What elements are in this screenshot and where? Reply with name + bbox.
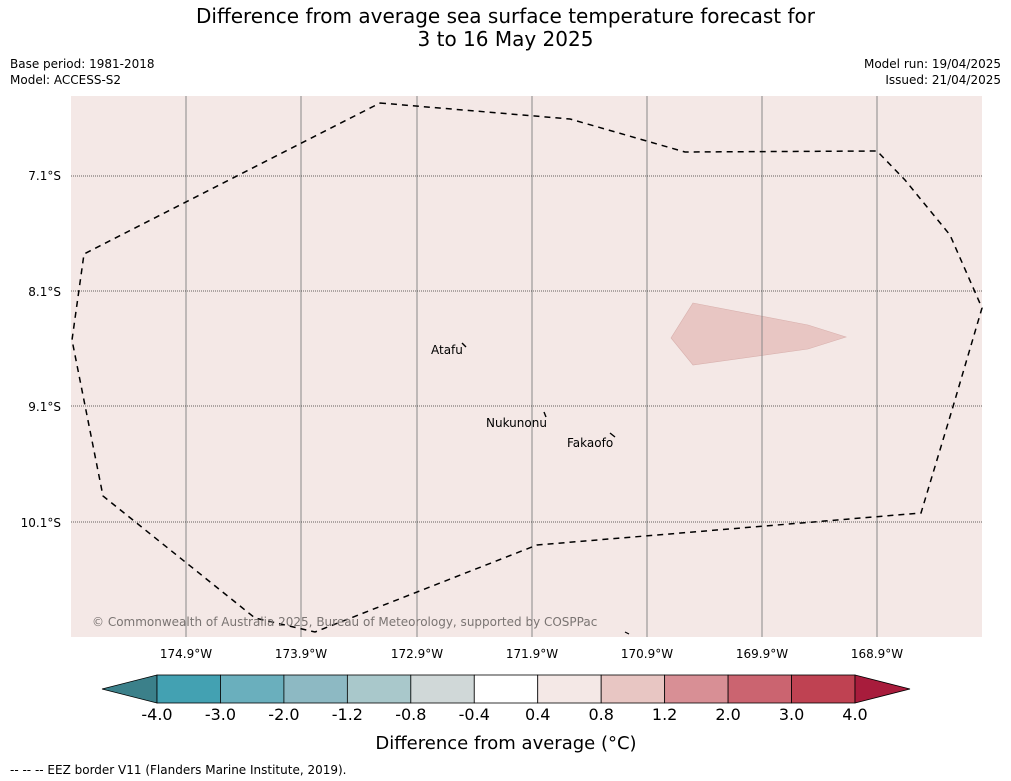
model-run: Model run: 19/04/2025	[863, 57, 1001, 71]
lon-label: 168.9°W	[851, 647, 903, 661]
lon-label: 171.9°W	[506, 647, 558, 661]
colorbar-tick-label: 2.0	[715, 705, 740, 724]
island-fakaofo	[609, 432, 616, 438]
meta-right: Model run: 19/04/2025 Issued: 21/04/2025	[864, 56, 1001, 88]
colorbar-tick-label: 0.8	[588, 705, 613, 724]
lat-label: 8.1°S	[28, 285, 61, 299]
title-line-2: 3 to 16 May 2025	[417, 27, 594, 51]
colorbar-tick-label: -0.8	[395, 705, 426, 724]
map-area	[71, 96, 982, 637]
title-line-1: Difference from average sea surface temp…	[195, 4, 815, 28]
colorbar-tick-label: -3.0	[205, 705, 236, 724]
anomaly-patch	[670, 302, 847, 366]
colorbar-segment	[410, 674, 475, 704]
meta-left: Base period: 1981-2018 Model: ACCESS-S2	[10, 56, 155, 88]
base-period: Base period: 1981-2018	[10, 57, 155, 71]
chart-title: Difference from average sea surface temp…	[0, 5, 1011, 51]
colorbar-tick-label: 4.0	[842, 705, 867, 724]
issued-date: Issued: 21/04/2025	[885, 73, 1001, 87]
place-label-nukunonu: Nukunonu	[486, 416, 547, 430]
colorbar-tick-label: 0.4	[525, 705, 550, 724]
model-name: Model: ACCESS-S2	[10, 73, 122, 87]
colorbar-tick-label: -0.4	[459, 705, 490, 724]
lon-label: 170.9°W	[621, 647, 673, 661]
colorbar-tick-label: -1.2	[332, 705, 363, 724]
colorbar-tick-label: 1.2	[652, 705, 677, 724]
lat-label: 7.1°S	[28, 169, 61, 183]
lon-label: 172.9°W	[391, 647, 443, 661]
colorbar-segment	[600, 674, 666, 704]
colorbar-segment	[727, 674, 792, 704]
island-atafu	[461, 342, 467, 348]
colorbar-high-extend	[854, 674, 911, 704]
place-label-atafu: Atafu	[431, 343, 463, 357]
lat-label: 9.1°S	[28, 400, 61, 414]
meridian-lines	[185, 96, 878, 637]
eez-border-fragment	[624, 631, 630, 635]
colorbar-tick-label: -2.0	[268, 705, 299, 724]
colorbar-segment	[791, 674, 856, 704]
lon-label: 173.9°W	[275, 647, 327, 661]
lat-label: 10.1°S	[21, 516, 61, 530]
place-label-fakaofo: Fakaofo	[567, 436, 613, 450]
lon-label: 174.9°W	[160, 647, 212, 661]
island-shapes	[461, 342, 616, 438]
lon-label: 169.9°W	[736, 647, 788, 661]
colorbar-segment	[283, 674, 348, 704]
colorbar-segment	[537, 674, 602, 704]
colorbar: -4.0 -3.0 -2.0 -1.2 -0.8 -0.4 0.4 0.8 1.2 2.0 3.0 4…	[101, 674, 911, 724]
colorbar-tick-label: 3.0	[779, 705, 804, 724]
colorbar-segment	[220, 674, 285, 704]
legend-footer: -- -- -- EEZ border V11 (Flanders Marine…	[10, 763, 347, 777]
colorbar-segment	[156, 674, 221, 704]
colorbar-label: Difference from average (°C)	[375, 733, 636, 754]
colorbar-segment	[473, 674, 539, 704]
colorbar-segment	[664, 674, 729, 704]
copyright-notice: © Commonwealth of Australia 2025, Bureau…	[92, 615, 597, 629]
colorbar-tick-label: -4.0	[141, 705, 172, 724]
colorbar-segment	[346, 674, 412, 704]
island-nukunonu	[543, 411, 547, 418]
colorbar-low-extend	[101, 674, 158, 704]
